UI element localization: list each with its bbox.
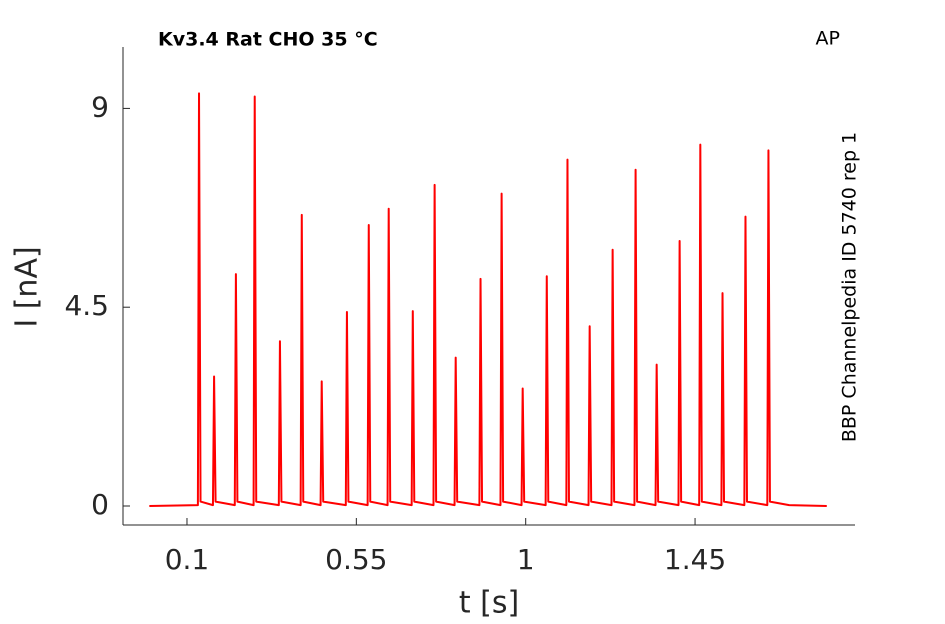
x-axis-label: t [s] [459,586,519,621]
y-tick-label: 9 [91,90,109,123]
x-tick-label: 0.1 [165,543,210,576]
y-axis-label: I [nA] [10,246,45,327]
side-label: BBP Channelpedia ID 5740 rep 1 [839,132,861,442]
x-tick-label: 0.55 [325,543,387,576]
annotation: AP [816,28,840,50]
x-tick-label: 1.45 [664,543,726,576]
y-tick-label: 4.5 [64,289,109,322]
trace [149,92,827,507]
chart-title: Kv3.4 Rat CHO 35 °C [158,29,378,51]
x-tick-label: 1 [517,543,535,576]
y-tick-label: 0 [91,488,109,521]
